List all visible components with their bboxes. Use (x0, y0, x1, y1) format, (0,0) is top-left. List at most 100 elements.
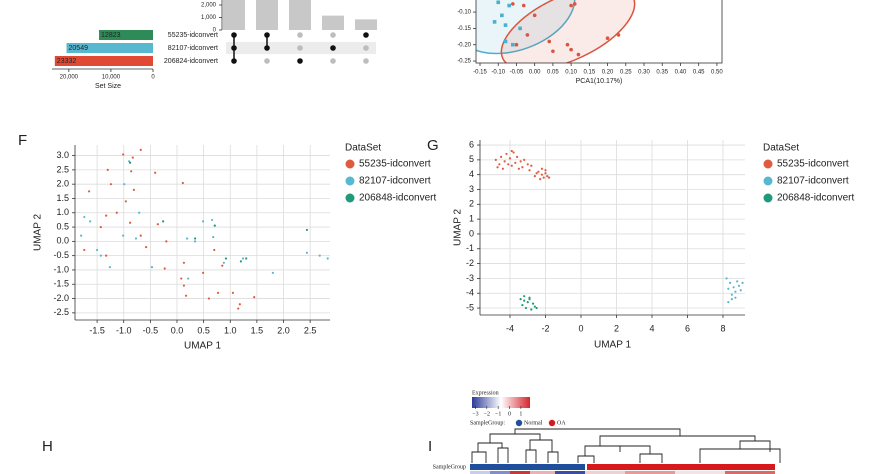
y-tick-label: -2.5 (53, 307, 69, 317)
point (732, 286, 735, 289)
point (525, 33, 530, 37)
point (139, 234, 142, 237)
point (517, 167, 520, 170)
point (129, 161, 132, 164)
point (728, 281, 732, 284)
y-tick-label: -4 (466, 288, 474, 298)
point (88, 190, 91, 193)
legend-label: Normal (524, 420, 543, 426)
ellipse (476, 0, 576, 55)
set-name: 82107-idconvert (168, 45, 218, 52)
point (238, 303, 241, 306)
point (535, 306, 538, 310)
point (514, 161, 517, 164)
point (180, 277, 183, 280)
x-tick-label: 4 (649, 323, 654, 333)
point (605, 36, 610, 40)
point (730, 298, 733, 301)
point (528, 169, 531, 172)
y-tick-label: 2,000 (201, 3, 217, 9)
legend-marker (345, 176, 355, 186)
point (569, 3, 573, 8)
y-tick-label: -2 (466, 258, 474, 268)
point (500, 155, 503, 158)
x-tick-label: 0.40 (675, 70, 687, 76)
y-tick-label: 5 (469, 154, 474, 164)
point (494, 158, 497, 161)
point (253, 296, 256, 299)
point (131, 156, 134, 159)
set-bar-label: 20549 (69, 45, 89, 52)
point (207, 297, 211, 300)
x-tick-label: -4 (506, 323, 514, 333)
x-tick-label: -0.10 (491, 70, 505, 76)
point (134, 237, 138, 240)
point (523, 295, 526, 298)
point (739, 289, 742, 292)
intersection-bar (256, 0, 278, 30)
point (156, 223, 159, 226)
point (530, 164, 533, 167)
matrix-dot (330, 32, 336, 38)
point (727, 301, 730, 304)
point (96, 248, 99, 252)
point (572, 2, 577, 6)
point (123, 183, 126, 186)
heatmap-cells (470, 471, 775, 474)
point (725, 277, 728, 280)
legend-label: 206848-idconvert (359, 193, 436, 204)
point (524, 306, 528, 310)
intersection-bar (355, 19, 377, 30)
matrix-dot (231, 45, 237, 51)
point (727, 287, 730, 290)
matrix-dot (264, 32, 270, 38)
point (305, 251, 309, 254)
x-tick-label: 0.30 (638, 70, 650, 76)
point (540, 167, 544, 170)
point (521, 303, 524, 307)
matrix-dot (297, 32, 303, 38)
y-tick-label: 1,000 (201, 15, 217, 21)
point (201, 271, 205, 274)
legend-label: 82107-idconvert (777, 176, 849, 187)
x-tick-label: 0.10 (565, 70, 577, 76)
point (546, 175, 549, 178)
x-tick-label: 0 (578, 323, 583, 333)
legend-marker (548, 419, 556, 427)
point (530, 308, 533, 311)
point (182, 284, 186, 287)
point (492, 20, 497, 24)
group-title: SampleGroup: (470, 420, 505, 426)
colorbar (472, 397, 530, 408)
matrix-dot (297, 58, 303, 64)
point (526, 163, 529, 166)
point (576, 52, 581, 57)
y-tick-label: 2.5 (56, 164, 69, 174)
legend-marker (763, 176, 773, 186)
point (182, 261, 186, 264)
point (741, 281, 744, 284)
point (237, 307, 240, 310)
y-tick-label: -3 (466, 273, 474, 283)
x-axis-label: UMAP 1 (184, 341, 221, 352)
y-tick-label: -0.20 (457, 42, 471, 48)
point (532, 13, 537, 18)
point (201, 220, 205, 223)
x-tick-label: -0.05 (510, 70, 524, 76)
point (496, 0, 501, 5)
point (239, 260, 242, 263)
legend-marker (345, 159, 355, 169)
legend-label: 82107-idconvert (359, 176, 431, 187)
point (139, 148, 142, 151)
x-tick-label: 0.20 (602, 70, 614, 76)
matrix-dot (363, 45, 369, 51)
y-tick-label: 3.0 (56, 150, 69, 160)
panel-label: F (18, 132, 27, 149)
point (528, 298, 531, 301)
point (734, 296, 737, 299)
matrix-dot (363, 32, 369, 38)
y-tick-label: 2.0 (56, 179, 69, 189)
point (162, 220, 165, 223)
y-tick-label: -1.0 (53, 264, 69, 274)
